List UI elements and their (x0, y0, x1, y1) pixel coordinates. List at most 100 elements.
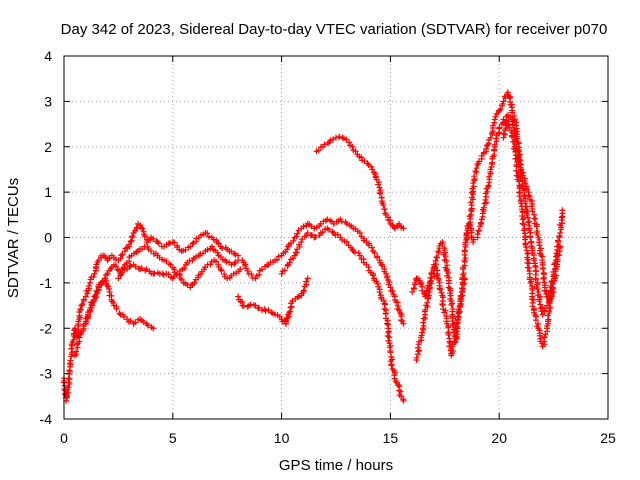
data-point-marker (389, 288, 396, 295)
data-point-marker (368, 163, 375, 170)
data-point-marker (554, 237, 561, 244)
data-point-marker (524, 250, 531, 257)
data-point-marker (461, 247, 468, 254)
x-tick-label: 20 (491, 430, 507, 446)
data-point-marker (443, 257, 450, 264)
data-point-marker (120, 313, 127, 320)
data-point-marker (487, 134, 494, 141)
data-point-marker (174, 270, 181, 277)
data-point-marker (90, 273, 97, 280)
y-tick-label: -3 (40, 366, 53, 382)
data-point-marker (432, 257, 439, 264)
data-point-marker (139, 225, 146, 232)
x-axis-label: GPS time / hours (279, 457, 393, 474)
data-point-marker (240, 302, 247, 309)
data-point-marker (548, 292, 555, 299)
data-point-marker (290, 237, 297, 244)
data-point-marker (116, 310, 123, 317)
data-point-marker (346, 139, 353, 146)
data-point-marker (259, 266, 266, 273)
x-tick-label: 25 (600, 430, 616, 446)
data-point-marker (515, 178, 522, 185)
data-point-marker (127, 262, 134, 269)
data-point-marker (189, 240, 196, 247)
data-point-marker (169, 239, 176, 246)
data-point-marker (78, 302, 85, 309)
data-point-marker (304, 275, 311, 282)
data-point-marker (298, 239, 305, 246)
data-point-marker (151, 270, 158, 277)
y-tick-label: 0 (44, 230, 52, 246)
data-point-marker (376, 190, 383, 197)
axis-ticks: 0 5 10 15 20 25 -4 -3 -2 -1 0 1 2 3 4 (40, 48, 616, 446)
data-point-marker (462, 255, 469, 262)
data-point-marker (496, 107, 503, 114)
data-point-marker (237, 266, 244, 273)
data-point-marker (437, 286, 444, 293)
data-point-marker (73, 348, 80, 355)
data-point-marker (457, 292, 464, 299)
data-point-marker (470, 239, 477, 246)
x-tick-label: 15 (383, 430, 399, 446)
data-point-marker (424, 299, 431, 306)
data-point-marker (415, 344, 422, 351)
data-point-marker (441, 309, 448, 316)
data-point-marker (103, 282, 110, 289)
data-point-marker (275, 253, 282, 260)
data-point-marker (117, 272, 124, 279)
data-point-marker (118, 271, 125, 278)
data-point-marker (491, 119, 498, 126)
data-point-marker (204, 230, 211, 237)
data-point-marker (349, 143, 356, 150)
data-point-marker (213, 258, 220, 265)
data-point-marker (557, 229, 564, 236)
y-tick-label: 3 (44, 93, 52, 109)
data-point-marker (132, 319, 139, 326)
data-point-marker (291, 252, 298, 259)
data-point-marker (483, 199, 490, 206)
data-point-marker (400, 225, 407, 232)
data-point-marker (221, 271, 228, 278)
data-point-marker (427, 274, 434, 281)
data-point-marker (343, 220, 350, 227)
data-point-marker (181, 265, 188, 272)
data-point-marker (523, 185, 530, 192)
data-point-marker (492, 113, 499, 120)
data-point-marker (396, 307, 403, 314)
data-point-marker (557, 243, 564, 250)
data-point-marker (425, 292, 432, 299)
data-point-marker (293, 233, 300, 240)
data-point-marker (438, 289, 445, 296)
data-point-marker (455, 309, 462, 316)
data-point-marker (536, 298, 543, 305)
data-point-marker (435, 276, 442, 283)
data-point-marker (409, 288, 416, 295)
y-tick-label: -4 (40, 411, 53, 427)
data-point-marker (398, 317, 405, 324)
data-point-marker (66, 367, 73, 374)
data-point-marker (144, 322, 151, 329)
data-point-marker (284, 262, 291, 269)
data-point-marker (520, 215, 527, 222)
data-point-marker (387, 284, 394, 291)
data-point-marker (511, 134, 518, 141)
data-point-marker (294, 230, 301, 237)
data-point-marker (529, 208, 536, 215)
data-point-marker (142, 233, 149, 240)
data-point-marker (321, 141, 328, 148)
data-point-marker (388, 362, 395, 369)
data-point-marker (522, 180, 529, 187)
data-point-marker (454, 313, 461, 320)
data-point-marker (539, 265, 546, 272)
data-point-marker (281, 267, 288, 274)
data-point-marker (445, 331, 452, 338)
data-point-marker (420, 319, 427, 326)
data-point-marker (482, 196, 489, 203)
data-point-marker (163, 258, 170, 265)
data-point-marker (468, 202, 475, 209)
data-point-marker (520, 221, 527, 228)
data-point-marker (513, 172, 520, 179)
y-tick-label: 2 (44, 139, 52, 155)
data-point-marker (376, 184, 383, 191)
